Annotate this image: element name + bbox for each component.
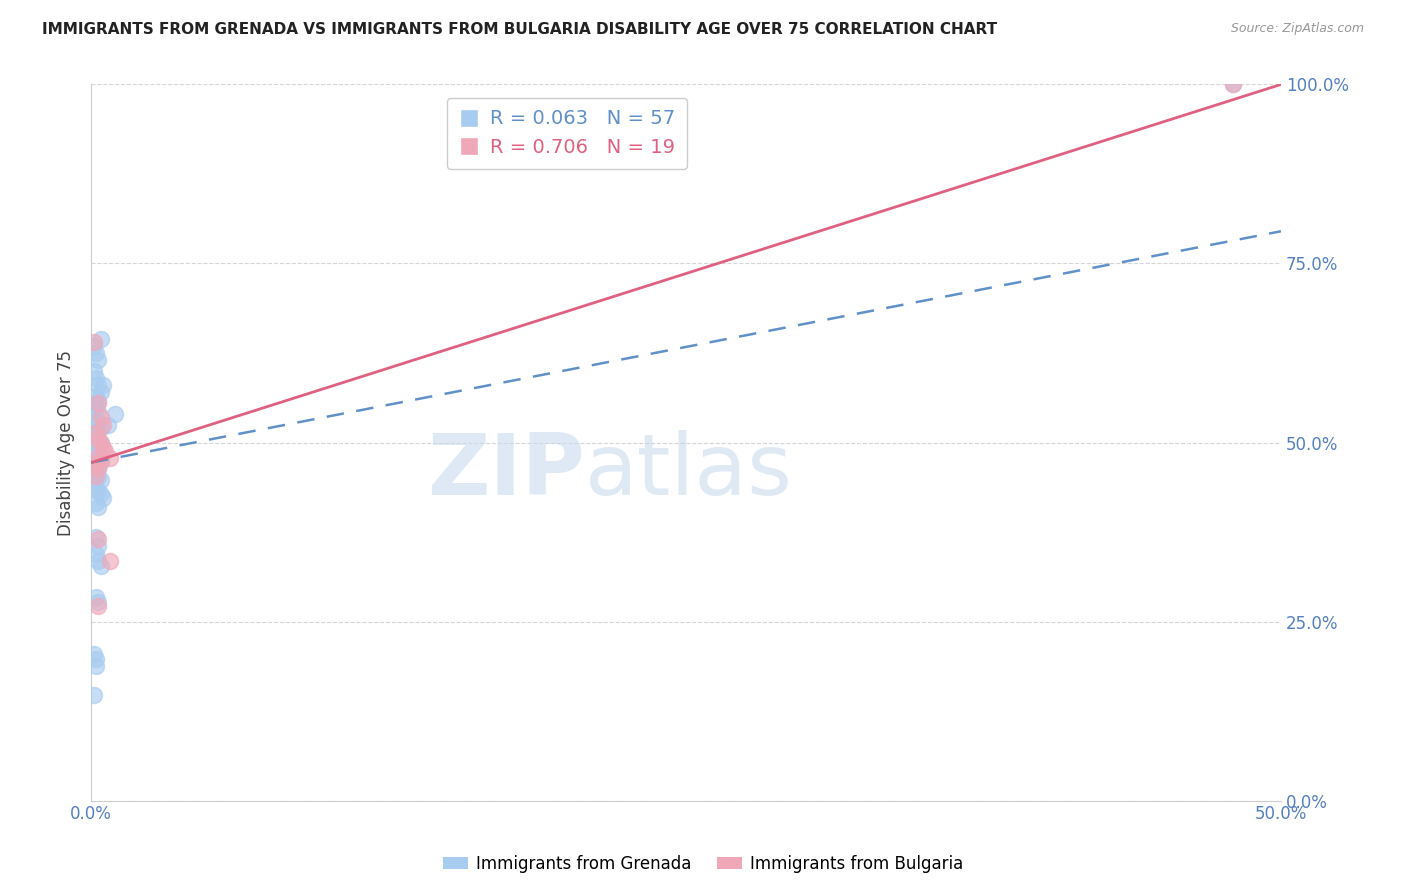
Point <box>90 435 112 450</box>
Legend: Immigrants from Grenada, Immigrants from Bulgaria: Immigrants from Grenada, Immigrants from… <box>436 848 970 880</box>
Point <box>91 491 114 506</box>
Point <box>84 426 107 441</box>
Point <box>84 414 107 428</box>
Point <box>87 432 110 446</box>
Point <box>84 371 107 385</box>
Point <box>84 530 107 544</box>
Point <box>90 385 112 400</box>
Point <box>91 417 114 432</box>
Point <box>97 417 120 432</box>
Point <box>84 467 107 481</box>
Point <box>84 480 107 494</box>
Point <box>87 353 110 368</box>
Point <box>90 410 112 425</box>
Point <box>87 432 110 446</box>
Text: IMMIGRANTS FROM GRENADA VS IMMIGRANTS FROM BULGARIA DISABILITY AGE OVER 75 CORRE: IMMIGRANTS FROM GRENADA VS IMMIGRANTS FR… <box>42 22 997 37</box>
Text: ZIP: ZIP <box>427 430 585 513</box>
Point <box>87 554 110 568</box>
Point <box>84 652 107 666</box>
Point <box>87 594 110 608</box>
Point <box>83 457 105 471</box>
Point <box>91 442 114 456</box>
Point <box>83 339 105 353</box>
Point <box>87 394 110 409</box>
Point <box>83 398 105 412</box>
Point <box>1222 78 1244 92</box>
Point <box>83 446 105 460</box>
Point <box>87 452 110 467</box>
Point <box>83 647 105 661</box>
Point <box>87 532 110 546</box>
Point <box>84 590 107 604</box>
Point <box>83 438 105 452</box>
Point <box>84 496 107 510</box>
Point <box>84 469 107 483</box>
Point <box>84 459 107 474</box>
Point <box>84 457 107 471</box>
Point <box>87 470 110 484</box>
Point <box>90 558 112 573</box>
Point <box>87 450 110 464</box>
Point <box>90 435 112 450</box>
Point <box>84 346 107 360</box>
Legend: R = 0.063   N = 57, R = 0.706   N = 19: R = 0.063 N = 57, R = 0.706 N = 19 <box>447 98 688 169</box>
Point <box>87 461 110 475</box>
Point <box>90 474 112 488</box>
Point <box>84 401 107 416</box>
Point <box>87 378 110 392</box>
Point <box>91 378 114 392</box>
Point <box>84 389 107 403</box>
Point <box>87 484 110 499</box>
Point <box>83 464 105 478</box>
Point <box>83 409 105 423</box>
Point <box>87 500 110 514</box>
Point <box>104 407 127 421</box>
Point <box>84 547 107 561</box>
Point <box>87 405 110 419</box>
Point <box>90 455 112 469</box>
Point <box>84 450 107 464</box>
Point <box>1222 78 1244 92</box>
Point <box>90 452 112 467</box>
Point <box>87 417 110 432</box>
Text: atlas: atlas <box>585 430 793 513</box>
Y-axis label: Disability Age Over 75: Disability Age Over 75 <box>58 350 75 535</box>
Point <box>83 425 105 439</box>
Point <box>83 335 105 350</box>
Point <box>87 442 110 457</box>
Point <box>90 332 112 346</box>
Point <box>83 688 105 702</box>
Point <box>87 396 110 410</box>
Point <box>87 540 110 554</box>
Point <box>90 487 112 501</box>
Point <box>84 428 107 442</box>
Point <box>90 421 112 435</box>
Point <box>87 599 110 613</box>
Point <box>87 462 110 476</box>
Point <box>84 659 107 673</box>
Point <box>84 441 107 455</box>
Point <box>83 364 105 378</box>
Point <box>83 476 105 491</box>
Point <box>98 451 121 466</box>
Point <box>94 444 117 458</box>
Point <box>98 554 121 568</box>
Text: Source: ZipAtlas.com: Source: ZipAtlas.com <box>1230 22 1364 36</box>
